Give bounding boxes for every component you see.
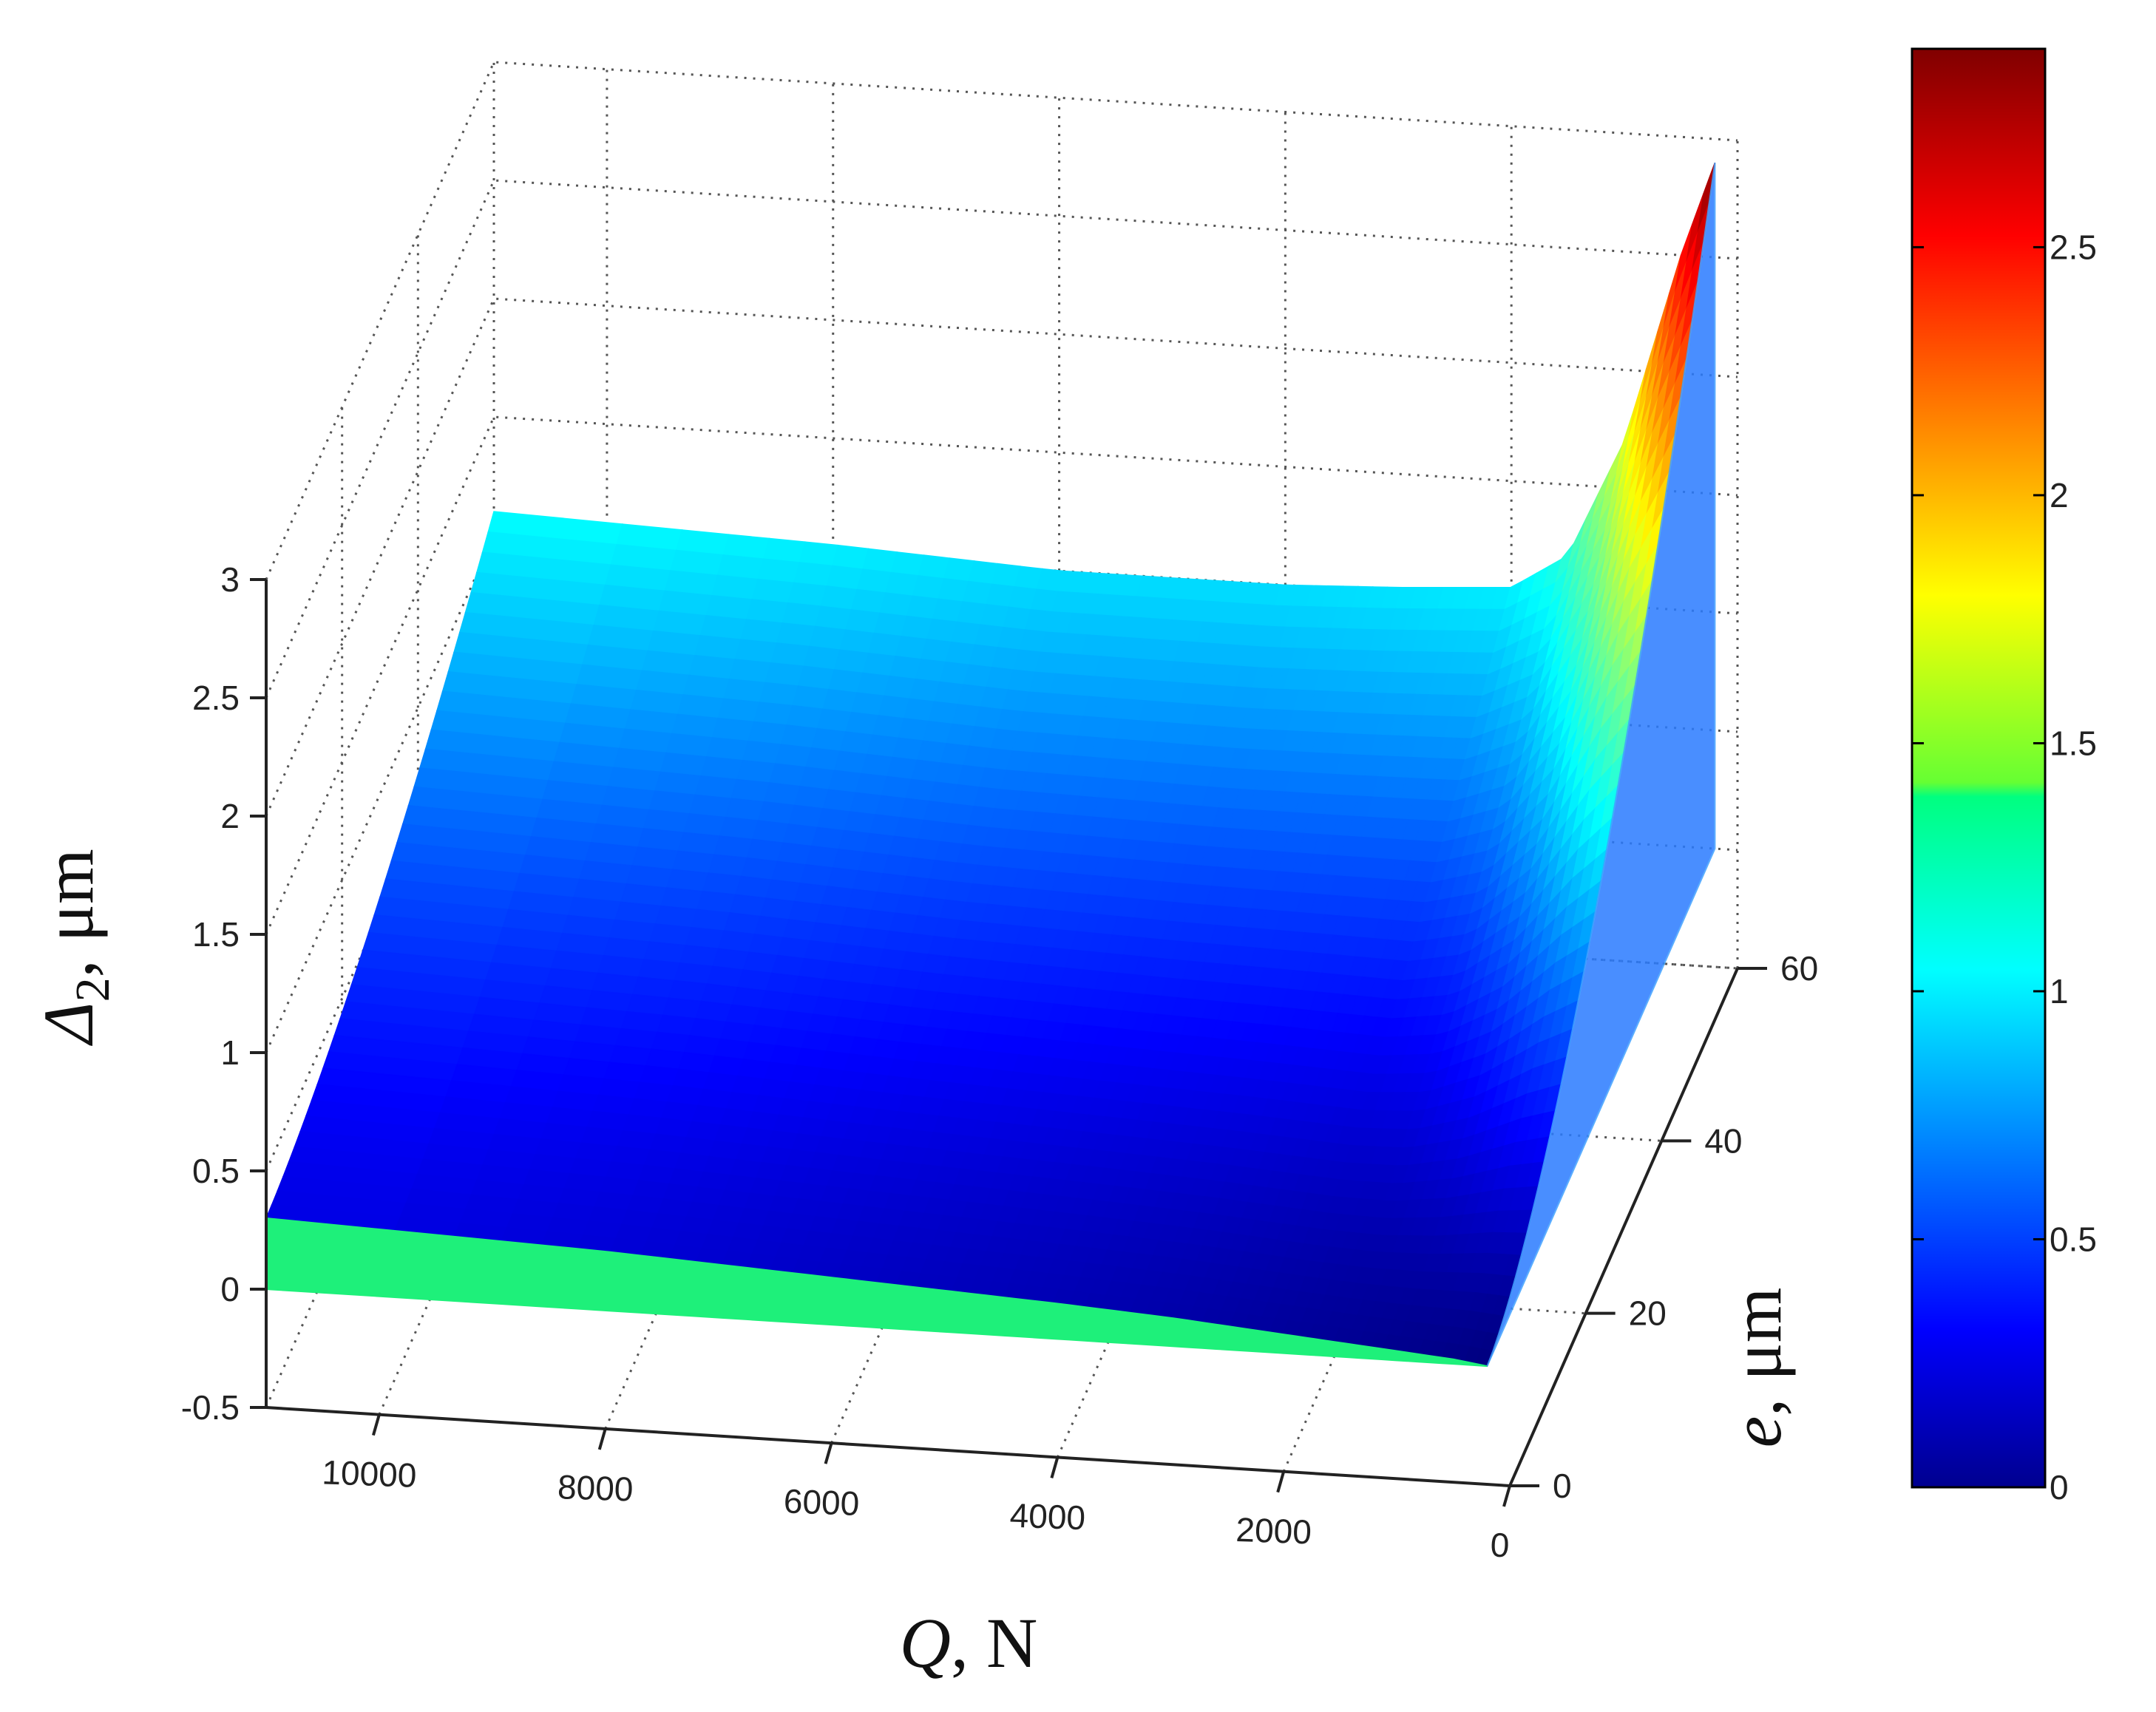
surface-patch [820, 585, 858, 611]
z-axis-unit: , μm [29, 849, 108, 977]
z-tick-label: 0 [220, 1270, 240, 1308]
surface-patch [725, 798, 765, 821]
x-axis-unit: , N [951, 1603, 1037, 1682]
surface-patch [751, 578, 795, 604]
tick-labels: 3 2.5 2 1.5 1 0.5 0 -0.5 10000 8000 6000 4000 2000 0 0… [181, 560, 1818, 1564]
y-axis-title: e, μm [1717, 1288, 1796, 1448]
x-axis-line [265, 1406, 1511, 1487]
surface-patch [713, 835, 753, 859]
colorbar [1911, 47, 2047, 1489]
surface-patch [786, 704, 824, 730]
side-skirt [1486, 162, 1716, 1367]
surface-patch [728, 659, 772, 684]
surface-patch [730, 778, 771, 803]
surface-patch [745, 599, 789, 624]
surface-patch [734, 639, 778, 664]
front-skirt [265, 1217, 1488, 1368]
x-tick-label: 4000 [1009, 1496, 1086, 1538]
y-axis-unit: , μm [1717, 1288, 1796, 1416]
surface-patch [803, 645, 841, 670]
x-tick [1050, 1456, 1060, 1479]
surface-patch [770, 642, 810, 668]
surface-patch [736, 759, 776, 784]
y-tick-label: 40 [1704, 1121, 1742, 1160]
surface-patch [808, 625, 847, 651]
x-tick [597, 1428, 607, 1450]
x-tick-label: 2000 [1235, 1510, 1312, 1552]
z-tick-label: 3 [220, 560, 240, 599]
surface-patch [722, 678, 767, 703]
x-tick-label: 8000 [557, 1467, 634, 1509]
y-tick-label: 20 [1629, 1294, 1667, 1333]
surface-patch [757, 558, 801, 584]
svg-text:Δ2, μm: Δ2, μm [29, 849, 120, 1046]
x-tick-label: 6000 [783, 1481, 860, 1523]
colorbar-tick-label: 2 [2050, 476, 2069, 514]
x-axis-symbol: Q [900, 1603, 951, 1682]
y-tick-label: 60 [1780, 949, 1818, 988]
surface-patch [759, 682, 799, 707]
surface-patch [791, 685, 830, 710]
z-tick-label: 2.5 [192, 679, 240, 717]
surface-patch [742, 740, 782, 764]
surface-patch [797, 665, 835, 690]
z-tick-label: -0.5 [181, 1388, 240, 1427]
z-axis-symbol: Δ [29, 1002, 108, 1046]
surface-patch [753, 702, 793, 726]
svg-text:e, μm: e, μm [1717, 1288, 1796, 1448]
y-tick-label: 0 [1553, 1467, 1572, 1505]
colorbar-tick-label: 2.5 [2050, 228, 2097, 266]
surface-patch [719, 816, 759, 840]
surface-patch [782, 602, 822, 628]
grid-line [265, 415, 1738, 935]
surface-patch [793, 562, 833, 587]
grid-line [265, 652, 1738, 1172]
x-tick [1502, 1485, 1511, 1507]
surface-patch [826, 565, 864, 591]
x-tick-label: 0 [1490, 1526, 1510, 1565]
surface-patch [765, 662, 805, 687]
grid-line [265, 179, 1738, 699]
y-axis-line [1508, 968, 1739, 1487]
svg-text:Q, N: Q, N [900, 1603, 1038, 1682]
surface-patch [831, 544, 869, 570]
z-axis-subscript: 2 [66, 977, 120, 1002]
surface-patch [739, 619, 784, 644]
surface-plot [265, 162, 1716, 1368]
x-tick [371, 1414, 381, 1436]
surface-patch [787, 582, 827, 608]
grid-line [265, 297, 1738, 817]
colorbar-gradient [1911, 47, 2047, 1489]
colorbar-tick-label: 1.5 [2050, 724, 2097, 762]
x-tick [1276, 1471, 1286, 1493]
z-tick-label: 0.5 [192, 1152, 240, 1190]
colorbar-tick-label: 0.5 [2050, 1220, 2097, 1258]
colorbar-tick-label: 1 [2050, 972, 2069, 1010]
z-axis-title: Δ2, μm [29, 849, 120, 1046]
surface-patch [799, 541, 839, 567]
surface-patch [748, 721, 788, 745]
z-tick-label: 2 [220, 797, 240, 835]
x-tick [824, 1442, 833, 1464]
colorbar-tick-label: 0 [2050, 1468, 2069, 1507]
surface-patch [776, 622, 816, 648]
colorbar-ticks: 2.5 2 1.5 1 0.5 0 [1912, 228, 2097, 1507]
y-axis-symbol: e [1717, 1416, 1796, 1448]
surface-patch [762, 537, 806, 563]
surface-patch [814, 605, 852, 631]
z-tick-label: 1 [220, 1033, 240, 1072]
x-tick-label: 10000 [322, 1453, 418, 1494]
z-tick-label: 1.5 [192, 915, 240, 954]
grid-line [265, 61, 1738, 580]
axes [250, 578, 1767, 1507]
x-axis-title: Q, N [900, 1603, 1038, 1682]
